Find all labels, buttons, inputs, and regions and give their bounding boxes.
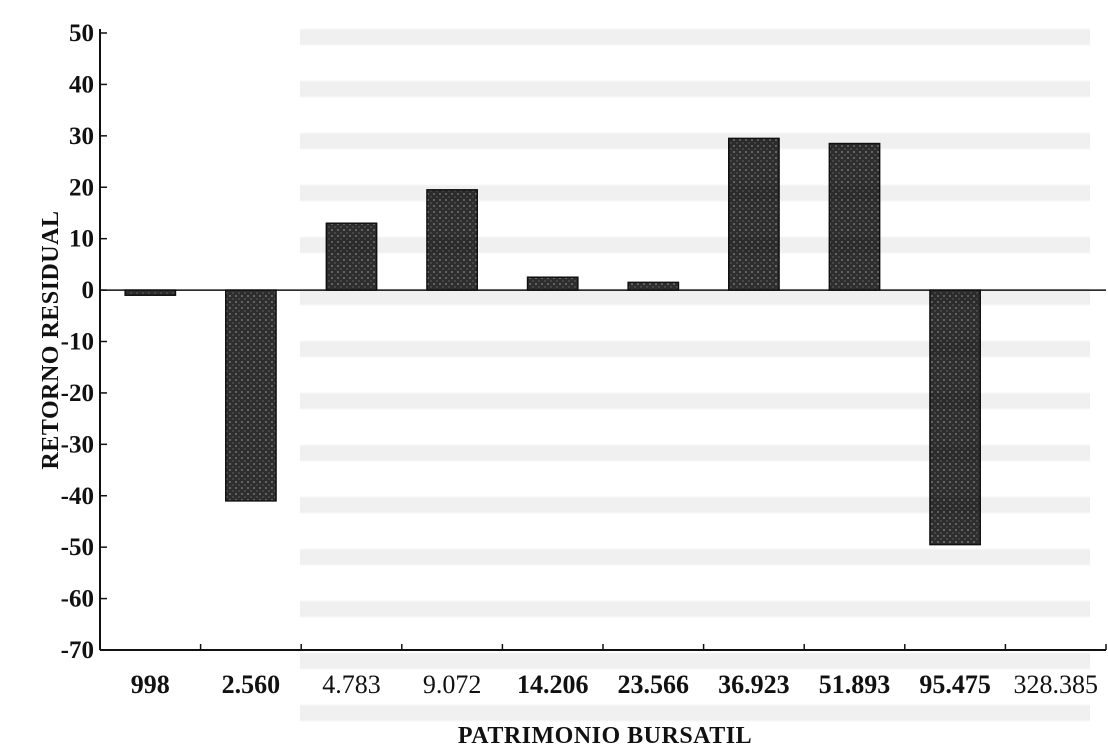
x-tick-label: 36.923	[718, 670, 790, 699]
bar-4.783	[325, 222, 378, 291]
bar-998	[124, 289, 177, 296]
y-tick-label: 0	[82, 277, 95, 304]
x-tick-label: 4.783	[322, 670, 381, 699]
x-axis-title: PATRIMONIO BURSATIL	[458, 723, 752, 749]
y-tick-label: -30	[61, 431, 94, 458]
y-tick-label: -50	[61, 534, 94, 561]
y-axis-title: RETORNO RESIDUAL	[38, 211, 64, 470]
x-tick-labels: 998 2.560 4.783 9.072 14.206 23.566 36.923 51.8…	[131, 670, 1098, 699]
y-tick-label: -40	[61, 483, 94, 510]
x-tick-label: 998	[131, 670, 170, 699]
y-tick-label: -20	[61, 380, 94, 407]
bar-23.566	[627, 281, 680, 291]
x-tick-label: 9.072	[423, 670, 482, 699]
y-tick-label: 50	[69, 20, 94, 47]
bars	[124, 137, 982, 546]
y-tick-label: 10	[69, 226, 94, 253]
y-tick-label: -60	[61, 586, 94, 613]
bar-2.560	[225, 289, 277, 502]
x-tick-label: 51.893	[819, 670, 891, 699]
x-tick-label: 328.385	[1013, 670, 1098, 699]
x-tick-label: 14.206	[517, 670, 589, 699]
bar-51.893	[828, 142, 881, 291]
bar-14.206	[526, 276, 579, 291]
x-tick-label: 23.566	[618, 670, 690, 699]
y-tick-label: -70	[61, 637, 94, 664]
y-tick-label: 20	[69, 174, 94, 201]
y-tick-label: -10	[61, 329, 94, 356]
y-tick-label: 30	[69, 123, 94, 150]
x-tick-label: 95.475	[919, 670, 991, 699]
x-tick-label: 2.560	[222, 670, 281, 699]
y-axis: 50 40 30 20 10 0 -10 -20 -30 -40 -50 -60 -70	[61, 20, 107, 664]
bar-95.475	[929, 289, 982, 546]
bar-36.923	[728, 137, 780, 291]
y-tick-label: 40	[69, 71, 94, 98]
bar-9.072	[426, 189, 479, 291]
